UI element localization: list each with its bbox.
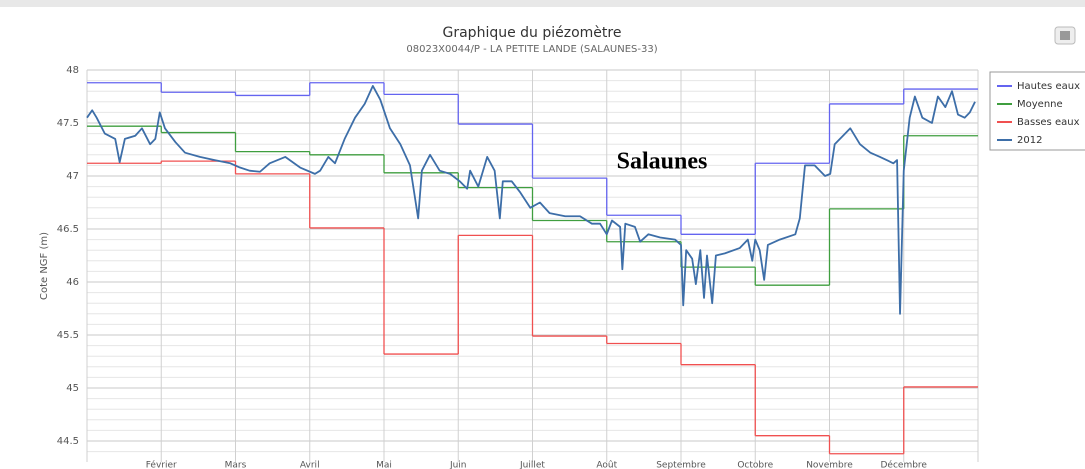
x-tick-label: Juillet bbox=[519, 461, 545, 469]
legend-label: Hautes eaux bbox=[1017, 81, 1080, 92]
x-tick-label: Octobre bbox=[737, 461, 773, 469]
x-tick-label: Septembre bbox=[656, 461, 706, 469]
legend: Hautes eaux Moyenne Basses eaux 2012 bbox=[997, 81, 1080, 146]
legend-label: Basses eaux bbox=[1017, 117, 1080, 128]
y-tick-label: 46.5 bbox=[57, 224, 79, 235]
legend-label: 2012 bbox=[1017, 135, 1042, 146]
legend-label: Moyenne bbox=[1017, 99, 1063, 110]
data-line bbox=[86, 85, 976, 315]
x-tick-label: Avril bbox=[300, 461, 320, 469]
y-tick-label: 45 bbox=[66, 383, 79, 394]
y-tick-label: 47 bbox=[66, 171, 79, 182]
x-tick-label: Février bbox=[146, 460, 177, 469]
y-tick-label: 46 bbox=[66, 277, 79, 288]
x-tick-label: Novembre bbox=[806, 461, 853, 469]
print-icon bbox=[1060, 31, 1070, 40]
annotation: Salaunes bbox=[617, 149, 708, 175]
x-tick-label: Mars bbox=[225, 461, 247, 469]
x-tick-label: Août bbox=[596, 461, 617, 469]
y-tick-label: 48 bbox=[66, 65, 79, 76]
x-tick-label: Juin bbox=[449, 461, 467, 469]
y-axis-label: Cote NGF (m) bbox=[39, 232, 50, 300]
y-tick-label: 47.5 bbox=[57, 118, 79, 129]
x-tick-label: Décembre bbox=[881, 460, 928, 469]
toolbar-strip bbox=[0, 0, 1085, 7]
x-tick-label: Mai bbox=[376, 461, 392, 469]
y-tick-label: 44.5 bbox=[57, 436, 79, 447]
chart-subtitle: 08023X0044/P - LA PETITE LANDE (SALAUNES… bbox=[406, 44, 657, 55]
y-tick-label: 45.5 bbox=[57, 330, 79, 341]
plot-area: 44.5 45 45.5 46 46.5 47 47.5 48 Février Mars Avril… bbox=[57, 65, 979, 469]
chart-title: Graphique du piézomètre bbox=[443, 25, 622, 41]
